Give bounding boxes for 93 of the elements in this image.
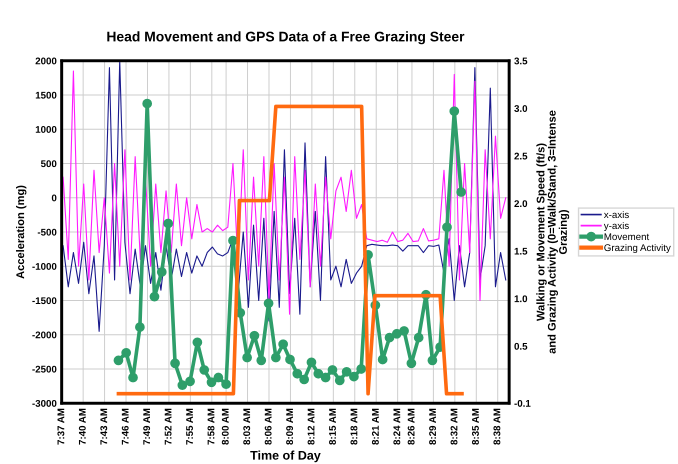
y-tick-label: 500 <box>40 160 56 168</box>
point <box>306 357 316 368</box>
x-tick-label: 7:52 AM <box>164 408 172 445</box>
y-tick-label: 1500 <box>36 92 56 99</box>
x-tick-label: 8:38 AM <box>493 408 500 445</box>
point <box>428 356 438 366</box>
point <box>342 366 352 377</box>
point <box>456 187 466 197</box>
x-tick-label: 8:12 AM <box>308 408 314 445</box>
y-axis-title: Acceleration (mg) <box>16 186 26 279</box>
x-tick-label: 8:06 AM <box>264 408 272 445</box>
legend-label: y-axis <box>604 222 629 232</box>
x-tick-label: 8:21 AM <box>372 408 379 445</box>
x-tick-label: 7:46 AM <box>122 408 129 445</box>
point <box>250 330 260 341</box>
point <box>221 379 231 390</box>
chart-title: Head Movement and GPS Data of a Free Grazing Steer <box>107 31 464 44</box>
point <box>334 376 345 386</box>
point <box>392 328 402 339</box>
y-tick-label: 0 <box>52 194 56 202</box>
point <box>270 352 281 362</box>
point <box>156 267 167 277</box>
point <box>378 354 388 364</box>
point <box>170 358 180 368</box>
y-tick-label: -1000 <box>32 262 56 270</box>
point <box>150 292 160 302</box>
point <box>384 332 394 342</box>
x-axis-title: Time of Day <box>250 450 321 462</box>
point <box>185 376 195 386</box>
x-tick-label: 7:49 AM <box>143 408 150 445</box>
point <box>142 98 152 108</box>
point <box>278 339 288 350</box>
point <box>349 372 359 382</box>
point <box>442 222 452 232</box>
x-tick-label: 7:58 AM <box>208 408 214 445</box>
x-tick-label: 7:43 AM <box>100 408 108 445</box>
point <box>414 332 424 342</box>
point <box>256 356 266 366</box>
point <box>399 326 409 336</box>
legend-label: Grazing Activity <box>604 244 671 254</box>
point <box>214 372 224 382</box>
point <box>135 322 145 332</box>
x-tick-label: 7:40 AM <box>78 408 86 445</box>
x-tick-label: 8:09 AM <box>286 408 294 445</box>
y-tick-label: -3000 <box>32 400 56 407</box>
point <box>177 380 188 390</box>
point <box>206 377 216 388</box>
x-tick-label: 8:24 AM <box>393 408 400 445</box>
y2-tick-label: 2.5 <box>514 152 528 160</box>
y2-tick-label: 1.5 <box>514 248 528 255</box>
point <box>285 354 295 364</box>
point <box>114 356 124 366</box>
x-tick-label: 8:35 AM <box>472 408 479 445</box>
point <box>121 348 132 358</box>
x-tick-label: 8:29 AM <box>429 408 436 445</box>
y2-tick-label: 1.0 <box>514 295 528 302</box>
y2-tick-label: 0.5 <box>514 342 528 350</box>
y-tick-label: 2000 <box>36 58 56 64</box>
point <box>192 337 202 348</box>
point <box>199 365 210 375</box>
y-tick-label: 1000 <box>36 126 56 133</box>
point <box>163 218 174 228</box>
y2-tick-label: 3.0 <box>514 105 528 112</box>
y2-tick-label: 3.5 <box>514 58 528 64</box>
point <box>328 365 338 375</box>
point <box>264 298 274 308</box>
legend-label: x-axis <box>604 210 629 218</box>
y-tick-label: -2000 <box>32 331 56 338</box>
point <box>299 374 310 384</box>
legend-label: Movement <box>604 233 650 240</box>
y2-axis-title: Walking or Movement Speed (ft/s) and Grazing Activity (0=Walk/Stand, 3=Intense Grazing) <box>536 110 570 354</box>
x-tick-label: 7:55 AM <box>186 408 193 445</box>
x-tick-label: 8:32 AM <box>450 408 458 445</box>
y-tick-label: -2500 <box>32 366 56 373</box>
point <box>313 368 324 379</box>
x-tick-label: 8:00 AM <box>222 408 229 445</box>
point <box>320 372 330 382</box>
point <box>292 368 302 379</box>
y2-tick-label: 2.0 <box>514 200 528 208</box>
x-tick-label: 8:03 AM <box>243 408 250 445</box>
x-tick-label: 8:18 AM <box>350 408 358 445</box>
y-tick-label: -500 <box>38 228 56 236</box>
point <box>242 352 252 362</box>
point <box>449 106 460 116</box>
point <box>128 372 138 382</box>
x-tick-label: 8:26 AM <box>408 408 415 445</box>
point <box>356 364 366 374</box>
point <box>228 236 238 246</box>
x-tick-label: 7:37 AM <box>57 408 64 445</box>
point <box>406 358 416 368</box>
y-tick-label: -1500 <box>32 297 56 304</box>
y2-tick-label: -0.1 <box>514 400 531 407</box>
x-tick-label: 8:15 AM <box>329 408 336 445</box>
